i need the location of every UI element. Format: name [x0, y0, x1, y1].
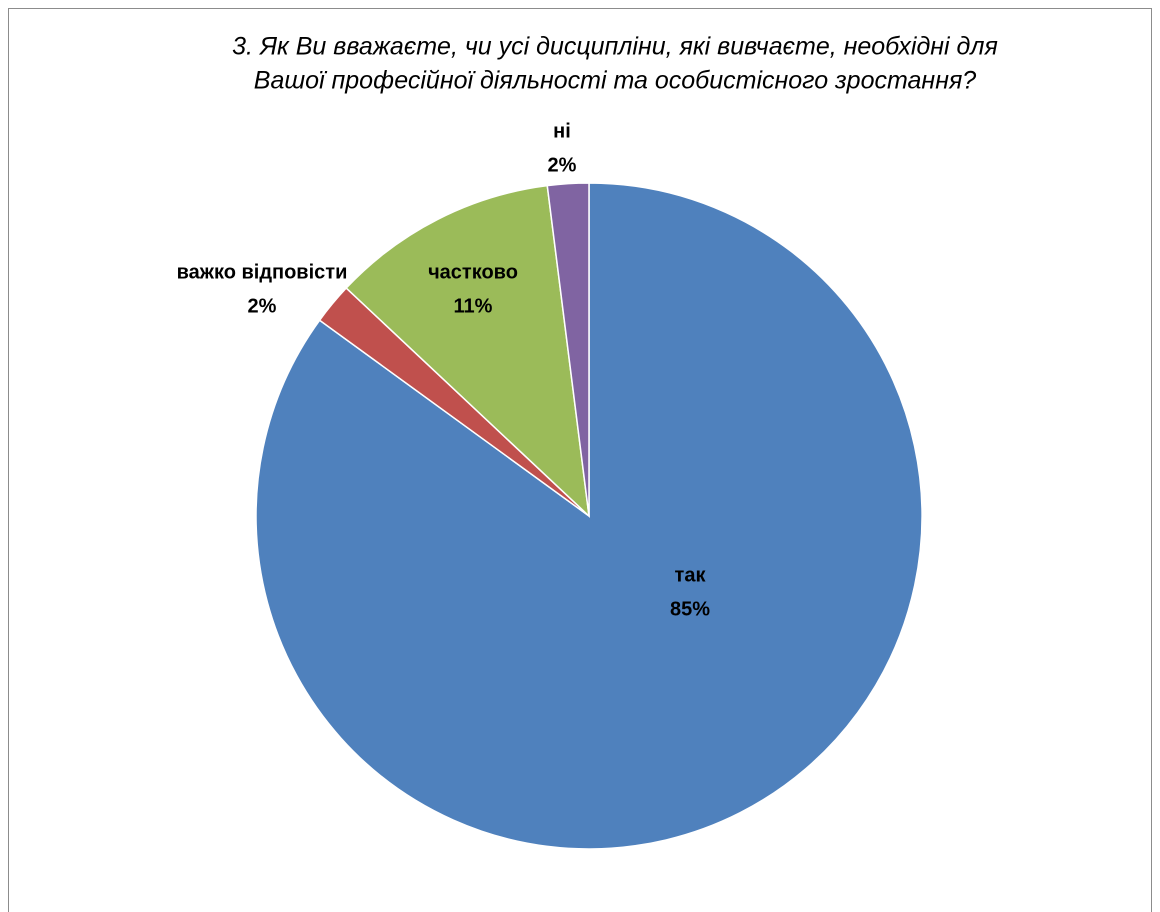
slice-category-label: важко відповісти	[177, 261, 348, 283]
slice-value-label: 85%	[670, 598, 710, 620]
chart-title: 3. Як Ви вважаєте, чи усі дисципліни, як…	[232, 33, 998, 61]
slice-value-label: 2%	[248, 295, 277, 317]
pie-slice	[345, 184, 591, 518]
slice-category-label: так	[675, 564, 707, 586]
slice-category-label: частково	[428, 261, 518, 283]
chart-title: Вашої професійної діяльності та особисті…	[254, 67, 977, 95]
slice-value-label: 2%	[548, 154, 577, 176]
slice-value-label: 11%	[454, 295, 493, 317]
slice-category-label: ні	[553, 120, 571, 142]
pie-slice	[546, 182, 590, 517]
